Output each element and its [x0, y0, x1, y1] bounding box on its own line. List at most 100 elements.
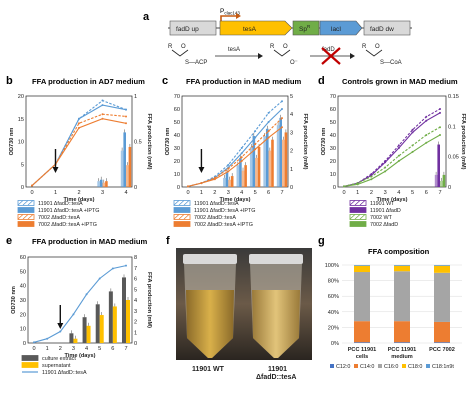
ffa-bar [236, 165, 240, 187]
od-data-point [187, 185, 189, 188]
legend-label: 11901 ΔfadD::tesA [38, 201, 83, 207]
stacked-bar-segment [394, 321, 410, 343]
y2-tick-label: 1 [290, 167, 293, 173]
ffa-bar [128, 146, 132, 187]
y-tick-label: 40 [330, 133, 336, 139]
od-data-point [411, 131, 414, 134]
y2-tick-label: 0 [448, 185, 451, 191]
legend-swatch [21, 355, 39, 361]
od-data-point [411, 144, 414, 147]
legend-swatch [349, 221, 367, 227]
legend-swatch [349, 214, 367, 220]
svg-text:O⁻: O⁻ [290, 60, 298, 66]
legend-label: supernatant [42, 363, 71, 369]
gene-tesA-label: tesA [243, 26, 257, 33]
legend-label: 11901 WT [370, 201, 395, 207]
panel-d-chart: Controls grown in MAD medium010203040506… [321, 77, 466, 228]
od-data-point [439, 126, 441, 129]
ffa-bar [440, 180, 443, 187]
y-tick-label: 20% [328, 325, 339, 331]
od-data-point [111, 267, 114, 270]
panel-c-label: c [162, 75, 168, 87]
od-data-point [98, 277, 101, 280]
y-tick-label: 40% [328, 310, 339, 316]
y-tick-label: 30 [174, 146, 180, 152]
x-tick-label: 3 [101, 190, 104, 196]
y-tick-label: 0 [21, 185, 24, 191]
x-tick-label: 2 [370, 190, 373, 196]
legend-swatch [173, 214, 191, 220]
stacked-bar-segment [354, 342, 370, 343]
od-series-line [31, 104, 127, 187]
x-axis-label: Time (days) [377, 197, 408, 203]
ffa-bar [241, 170, 245, 187]
gene-fadD-up-label: fadD up [176, 26, 199, 33]
category-label-line2: cells [356, 354, 368, 360]
od-data-point [46, 337, 49, 340]
x-tick-label: 7 [438, 190, 441, 196]
stacked-bar-segment [434, 265, 450, 273]
ffa-bar [86, 325, 91, 343]
od-data-point [281, 126, 283, 129]
arrowhead-icon [198, 167, 205, 173]
gene-fadD-up [169, 20, 217, 36]
y2-tick-label: 0.1 [448, 124, 456, 130]
y2-tick-label: 3 [134, 309, 137, 315]
ffa-bar [112, 306, 117, 343]
y-axis-label: OD730 nm [9, 128, 15, 156]
ffa-bar [239, 157, 242, 187]
od-series-line [187, 126, 283, 187]
stacked-bar-segment [394, 271, 410, 322]
legend-label: 7002 ΔfadD::tesA +IPTG [194, 222, 253, 228]
od-data-point [213, 178, 216, 181]
ffa-bar [263, 136, 266, 187]
od-series-line [31, 113, 127, 187]
x-tick-label: 2 [59, 346, 62, 352]
ffa-bar [223, 177, 226, 187]
acyl-acp-label: S—ACP [185, 60, 207, 66]
ffa-bar [126, 165, 129, 187]
ffa-bar [82, 317, 87, 343]
od-series-line [33, 265, 127, 343]
y2-tick-label: 3 [290, 130, 293, 136]
x-tick-label: 1 [46, 346, 49, 352]
x-axis-label: Time (days) [65, 353, 96, 359]
od-data-point [411, 128, 414, 131]
ffa-bar [284, 132, 288, 187]
od-data-point [397, 147, 400, 149]
gene-sp-label: SpR [299, 24, 311, 33]
x-tick-label: 0 [30, 190, 33, 196]
y2-tick-label: 5 [134, 287, 137, 293]
fadD-arrowhead-icon [350, 53, 355, 59]
x-axis-label: Time (days) [64, 197, 95, 203]
y-tick-label: 10 [174, 172, 180, 178]
od-data-point [370, 175, 373, 178]
legend-swatch [349, 200, 367, 206]
panel-f-photo: 11901 WT 11901 ΔfadD::tesA [176, 248, 312, 381]
od-data-point [101, 113, 104, 116]
gene-lacI [319, 20, 363, 36]
od-data-point [267, 130, 270, 133]
chart-title: FFA production in AD7 medium [32, 77, 145, 86]
y-tick-label: 40 [20, 284, 26, 290]
category-label: PCC 7002 [429, 347, 455, 353]
panel-b-chart: FFA production in AD7 medium0510152000.5… [9, 77, 152, 228]
x-tick-label: 1 [200, 190, 203, 196]
plot-frame [337, 95, 447, 188]
tube-2-culture [252, 290, 300, 358]
legend-swatch [17, 207, 35, 213]
y2-tick-label: 2 [134, 320, 137, 326]
legend-label: 11901 ΔfadD::tesA [194, 201, 239, 207]
od-data-point [254, 148, 257, 151]
panel-c-chart: FFA production in MAD medium010203040506… [165, 77, 308, 228]
od-data-point [343, 185, 345, 188]
r-group-3: R [362, 44, 367, 50]
legend-label: 11901 ΔfadD::tesA [42, 370, 87, 376]
ffa-bar [282, 139, 285, 187]
acyl-coa-label: S—CoA [380, 60, 402, 66]
y-tick-label: 30 [20, 298, 26, 304]
plot-frame [181, 95, 289, 188]
gene-fadD-dw-label: fadD dw [370, 26, 394, 33]
y-tick-label: 60 [20, 255, 26, 261]
panel-a: a Pclac143 fadD up tesA SpR lacI fadD dw… [143, 8, 412, 66]
